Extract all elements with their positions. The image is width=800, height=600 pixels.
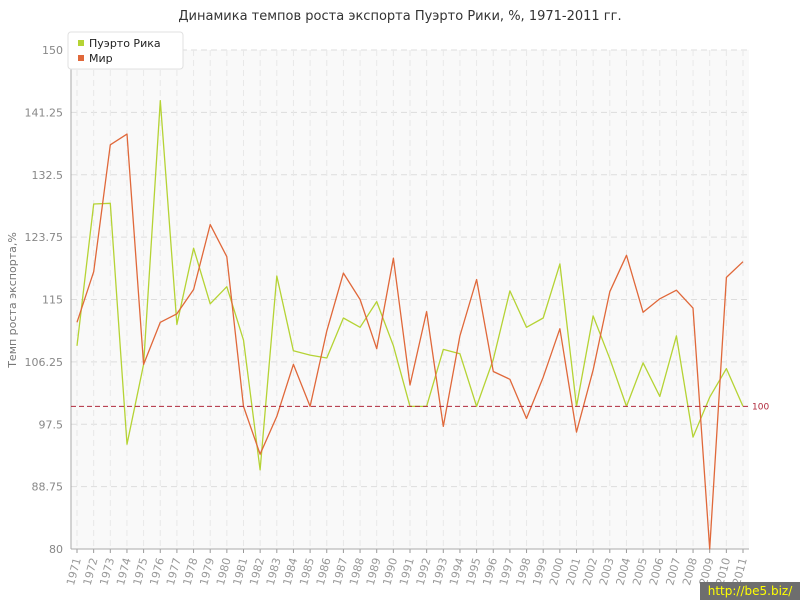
- y-tick-label: 150: [42, 44, 63, 57]
- y-tick-label: 80: [49, 543, 63, 556]
- reference-line-group: 100: [71, 402, 769, 412]
- legend: Пуэрто Рика Мир: [67, 31, 184, 70]
- y-tick-label: 115: [42, 294, 63, 307]
- y-tick-label: 97.5: [39, 418, 64, 431]
- y-axis-title: Темп роста экспорта,%: [6, 232, 19, 369]
- y-tick-label: 141.25: [25, 106, 64, 119]
- legend-label-puerto-rico: Пуэрто Рика: [89, 37, 161, 50]
- legend-label-world: Мир: [89, 52, 113, 65]
- watermark[interactable]: http://be5.biz/: [700, 582, 800, 600]
- legend-swatch-puerto-rico: [78, 40, 84, 46]
- y-tick-label: 132.5: [32, 169, 64, 182]
- legend-box: [67, 31, 184, 70]
- y-tick-label: 123.75: [25, 231, 64, 244]
- grid: [71, 49, 749, 550]
- x-axis-ticks: 1971197219731974197519761977197819791980…: [64, 556, 750, 586]
- legend-swatch-world: [78, 55, 84, 61]
- chart-title: Динамика темпов роста экспорта Пуэрто Ри…: [178, 9, 622, 24]
- y-tick-label: 88.75: [32, 481, 64, 494]
- series-line-world: [76, 133, 744, 550]
- axes: [70, 50, 749, 553]
- reference-line-label: 100: [752, 402, 769, 412]
- y-tick-label: 106.25: [25, 356, 64, 369]
- y-axis-ticks: 80 88.75 97.5 106.25 115 123.75 132.5 141.25 150: [25, 44, 64, 556]
